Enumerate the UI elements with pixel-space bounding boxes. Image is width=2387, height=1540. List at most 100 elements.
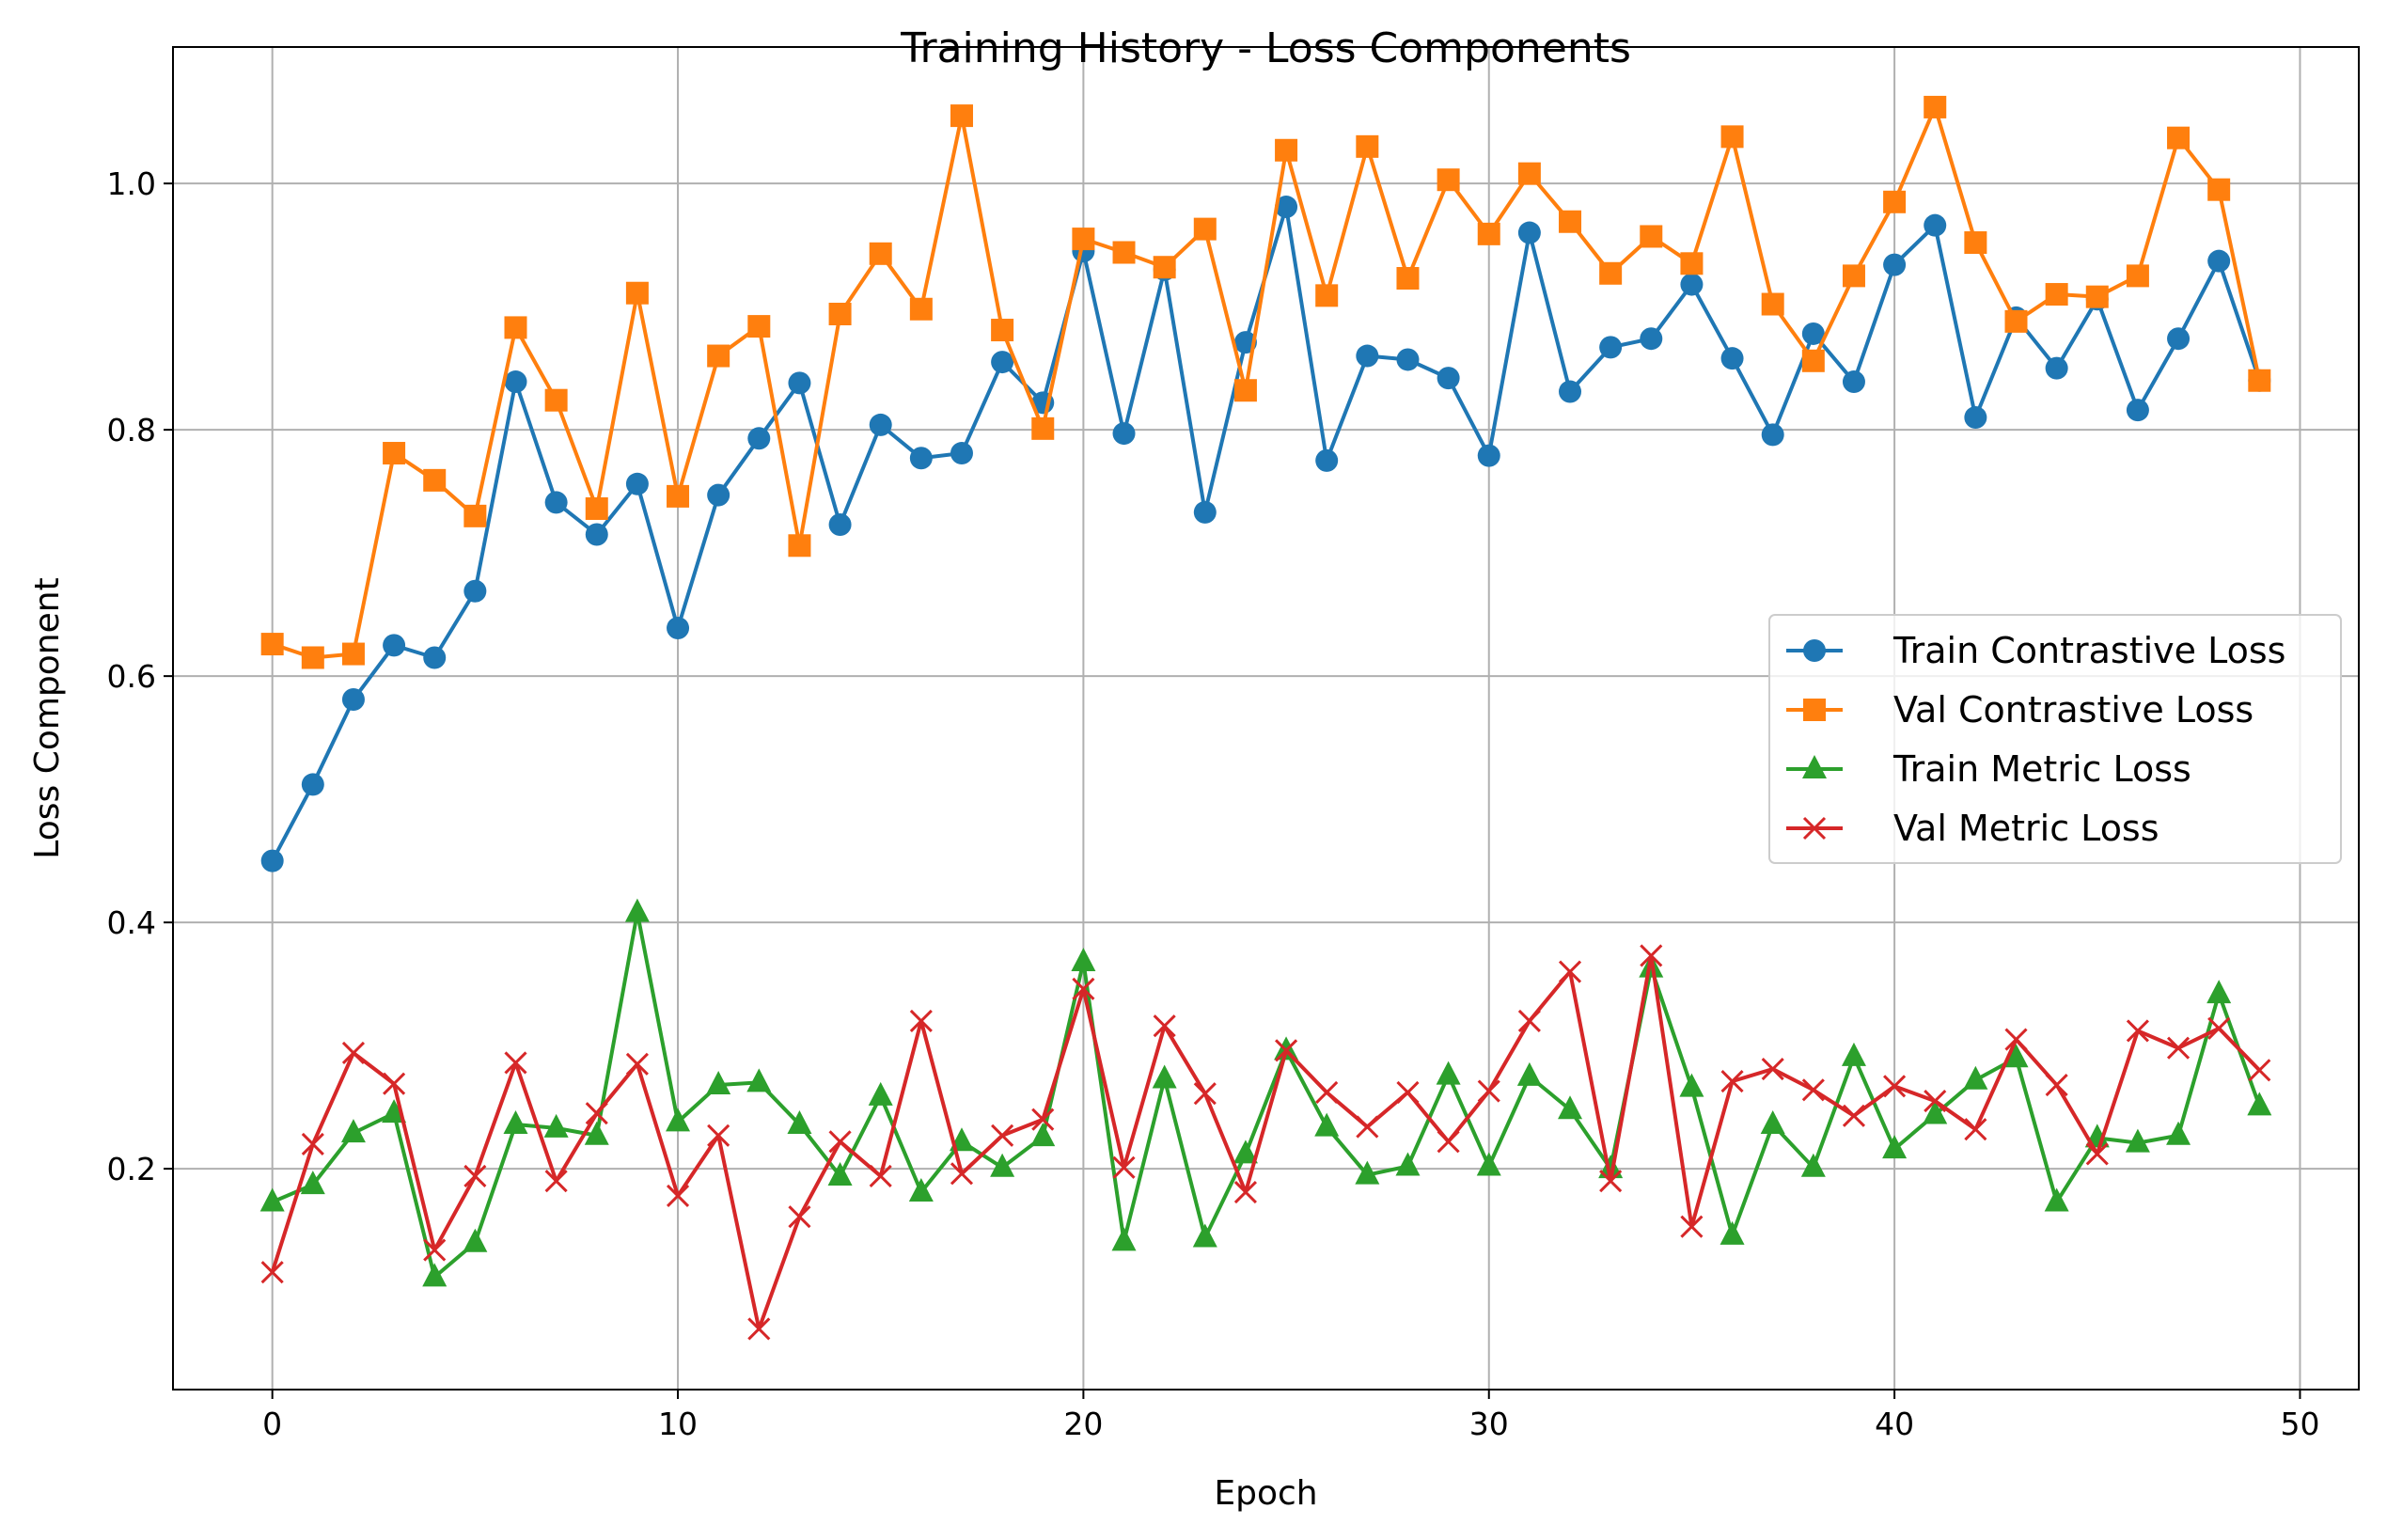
data-point: [1477, 222, 1500, 245]
data-point: [2167, 126, 2191, 149]
plot-frame: [172, 46, 2360, 1391]
data-point: [827, 1161, 853, 1186]
data-point: [2126, 399, 2149, 422]
legend-item: Train Metric Loss: [1786, 748, 2191, 790]
data-point: [1436, 1061, 1461, 1085]
data-point: [1396, 267, 1420, 291]
series-3: [260, 944, 2271, 1341]
data-point: [828, 303, 852, 326]
data-point: [1516, 1061, 1542, 1086]
data-point: [1233, 1139, 1258, 1164]
data-point: [1640, 944, 1663, 967]
data-point: [1559, 380, 1582, 403]
data-point: [1963, 1065, 1988, 1090]
data-point: [788, 1205, 811, 1229]
x-tick-label: 0: [262, 1406, 282, 1442]
data-point: [1152, 1064, 1177, 1089]
data-point: [1720, 1070, 1744, 1093]
data-point: [383, 442, 406, 465]
data-point: [2126, 1019, 2149, 1043]
data-point: [260, 1261, 284, 1284]
data-point: [746, 1068, 772, 1092]
data-point: [1072, 977, 1095, 1000]
data-point: [1801, 1078, 1825, 1102]
data-point: [1477, 1079, 1500, 1103]
data-point: [1395, 1152, 1421, 1176]
data-point: [543, 1113, 569, 1138]
data-point: [1640, 327, 1663, 351]
data-point: [1112, 422, 1136, 446]
data-point: [1800, 1153, 1826, 1177]
data-point: [1720, 347, 1744, 370]
data-point: [1761, 292, 1784, 316]
data-point: [1072, 228, 1095, 251]
data-point: [1680, 252, 1704, 275]
data-point: [624, 898, 650, 922]
data-point: [787, 1109, 812, 1134]
data-point: [1680, 1215, 1704, 1238]
data-point: [2085, 285, 2109, 308]
data-point: [300, 1171, 325, 1195]
data-point: [2125, 1128, 2150, 1153]
data-point: [1314, 1112, 1340, 1137]
data-point: [1924, 95, 1947, 118]
data-point: [1598, 1155, 1624, 1179]
data-point: [340, 1119, 366, 1143]
data-point: [747, 315, 771, 338]
data-point: [2126, 264, 2149, 288]
data-point: [1842, 1104, 1866, 1127]
data-point: [423, 646, 447, 669]
data-point: [950, 1162, 974, 1186]
ticks: 0 10 20 30 40 50 0.2 0.4 0.6 0.8 1.0: [107, 165, 2320, 1442]
data-point: [707, 1124, 730, 1147]
data-point: [1031, 1108, 1055, 1131]
data-point: [1517, 1009, 1541, 1032]
data-point: [301, 1132, 324, 1155]
data-point: [259, 1187, 285, 1212]
data-point: [1274, 1036, 1299, 1061]
data-point: [1315, 1080, 1339, 1104]
data-point: [2166, 1036, 2191, 1060]
data-point: [1964, 1118, 1987, 1141]
data-point: [1275, 196, 1298, 219]
legend-marker: [1803, 699, 1826, 721]
data-point: [544, 491, 568, 514]
data-point: [1355, 1160, 1380, 1185]
data-point: [1396, 348, 1420, 371]
data-point: [463, 504, 487, 527]
data-point: [909, 1009, 933, 1032]
data-point: [909, 297, 933, 321]
data-point: [1679, 1073, 1704, 1097]
y-tick-label: 0.4: [107, 904, 156, 941]
data-point: [585, 1102, 608, 1125]
data-point: [423, 1238, 447, 1262]
data-point: [625, 472, 649, 495]
data-point: [1558, 1095, 1583, 1120]
data-point: [1964, 406, 1987, 430]
data-point: [1842, 370, 1865, 394]
data-point: [990, 1153, 1015, 1177]
data-point: [666, 1108, 691, 1132]
data-point: [301, 773, 324, 796]
y-tick-label: 0.8: [107, 412, 156, 448]
data-point: [585, 496, 608, 520]
data-point: [1801, 349, 1825, 372]
data-point: [1193, 217, 1217, 241]
legend-label: Val Contrastive Loss: [1893, 689, 2254, 731]
data-point: [2207, 1016, 2231, 1040]
legend: Train Contrastive Loss Val Contrastive Lo…: [1768, 614, 2342, 864]
data-point: [1112, 241, 1136, 264]
data-point: [991, 319, 1014, 342]
data-point: [1112, 1155, 1136, 1179]
x-tick-label: 20: [1063, 1406, 1103, 1442]
data-point: [1275, 1039, 1298, 1062]
data-point: [1153, 256, 1176, 279]
data-point: [504, 316, 527, 339]
data-point: [341, 642, 365, 666]
data-point: [828, 1130, 852, 1154]
data-point: [1192, 1223, 1217, 1248]
legend-marker: [1802, 755, 1827, 778]
data-point: [1680, 273, 1704, 296]
data-point: [1517, 162, 1541, 185]
